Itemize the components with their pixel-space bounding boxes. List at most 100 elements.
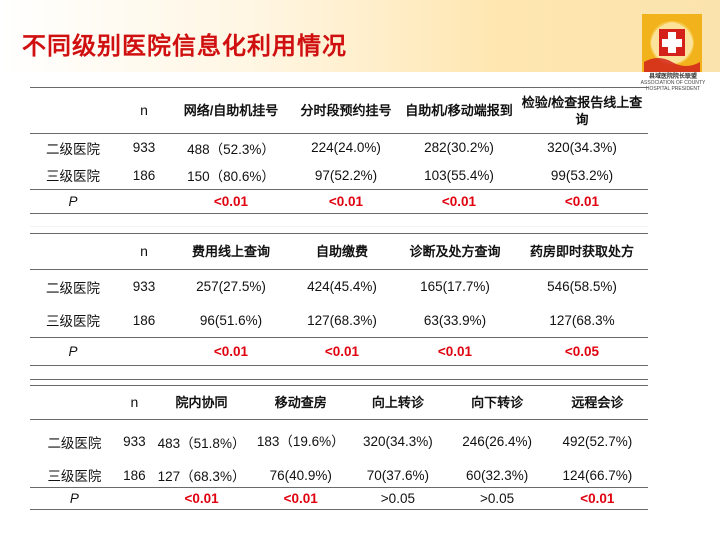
header-cell-col3: 诊断及处方查询 [409,244,501,259]
p-label: P [68,194,78,209]
cell: 933 [123,434,146,450]
p-value: <0.01 [564,194,600,209]
table-row: 二级医院 933 257(27.5%) 424(45.4%) 165(17.7%… [30,270,648,304]
table-row: 三级医院 186 127（68.3%） 76(40.9%) 70(37.6%) … [30,464,648,488]
cell: 127(68.3%) [307,312,377,328]
row-label: 二级医院 [46,280,100,296]
p-label: P [69,491,79,506]
header-cell-col1: 院内协同 [175,395,228,410]
table-row: 三级医院 186 96(51.6%) 127(68.3%) 63(33.9%) … [30,304,648,338]
p-value: <0.01 [213,194,249,209]
header-cell-col4: 检验/检查报告线上查询 [521,94,643,127]
logo-name-en-1: ASSOCIATION OF COUNTY [640,80,706,86]
header-cell-blank [30,386,119,420]
p-value: <0.01 [328,194,364,209]
row-label: 三级医院 [47,469,102,485]
p-value: >0.05 [380,491,415,506]
header-cell-col4: 向下转诊 [471,395,524,410]
header-cell-col2: 自助缴费 [315,244,368,259]
header-cell-blank [30,88,116,134]
logo-name-cn: 县域医院院长联盟 [648,74,697,80]
cell [119,488,150,510]
logo-name-en-2: HOSPITAL PRESIDENT [645,86,701,92]
cell: 424(45.4%) [307,279,377,295]
p-value: <0.01 [324,344,360,359]
cell: 103(55.4%) [424,167,494,183]
cell: 492(52.7%) [562,434,633,450]
cell: 63(33.9%) [423,312,487,328]
header-cell-col2: 分时段预约挂号 [300,103,392,118]
header-cell-n: n [130,394,139,410]
p-value: <0.01 [184,491,219,506]
cell [116,338,172,366]
header-cell-col1: 网络/自助机挂号 [183,103,279,118]
cell: 70(37.6%) [366,467,430,483]
p-value: <0.05 [564,344,600,359]
p-value: <0.01 [437,344,473,359]
cell: 933 [132,140,156,156]
header-cell-col3: 自助机/移动端报到 [405,103,513,118]
cell: 186 [132,167,156,183]
p-value: <0.01 [580,491,615,506]
table-3: n 院内协同 移动查房 向上转诊 向下转诊 远程会诊 二级医院 933 483（… [30,385,648,510]
cell: 224(24.0%) [311,140,381,156]
p-value: >0.05 [480,491,515,506]
table-divider [30,226,648,227]
table-row: 二级医院 933 488（52.3%） 224(24.0%) 282(30.2%… [30,134,648,162]
header-cell-col2: 移动查房 [274,395,327,410]
table-1: n 网络/自助机挂号 分时段预约挂号 自助机/移动端报到 检验/检查报告线上查询… [30,87,648,214]
cell: 150（80.6%） [187,169,275,185]
p-value: <0.01 [283,491,318,506]
p-value: <0.01 [213,344,249,359]
p-value-row: P <0.01 <0.01 <0.01 <0.01 [30,189,648,214]
cell: 127(68.3% [549,312,615,328]
row-label: 三级医院 [46,169,100,185]
cell: 483（51.8%） [157,435,246,451]
cell: 97(52.2%) [314,167,378,183]
table-header-row: n 院内协同 移动查房 向上转诊 向下转诊 远程会诊 [30,385,648,420]
cell: 186 [132,312,156,328]
header-cell-col5: 远程会诊 [571,395,624,410]
header-cell-n: n [140,243,148,259]
cell: 127（68.3%） [157,469,246,485]
table-row: 二级医院 933 483（51.8%） 183（19.6%） 320(34.3%… [30,420,648,464]
p-value: <0.01 [441,194,477,209]
cell: 165(17.7%) [420,279,490,295]
p-label: P [68,344,78,359]
row-label: 三级医院 [46,314,100,330]
row-label: 二级医院 [47,435,102,451]
table-row: 三级医院 186 150（80.6%） 97(52.2%) 103(55.4%)… [30,162,648,190]
header-cell-blank [30,234,116,270]
cell: 320(34.3%) [547,140,617,156]
table-header-row: n 费用线上查询 自助缴费 诊断及处方查询 药房即时获取处方 [30,233,648,270]
page-title: 不同级别医院信息化利用情况 [22,33,347,60]
cell: 60(32.3%) [465,467,529,483]
cell: 186 [123,467,146,483]
cell [116,190,172,214]
header-cell-n: n [140,102,148,118]
cell: 282(30.2%) [424,140,494,156]
cell: 488（52.3%） [187,141,275,157]
header-cell-col1: 费用线上查询 [191,244,270,259]
p-value-row: P <0.01 <0.01 <0.01 <0.05 [30,337,648,366]
cell: 99(53.2%) [550,167,614,183]
table-header-row: n 网络/自助机挂号 分时段预约挂号 自助机/移动端报到 检验/检查报告线上查询 [30,87,648,134]
p-value-row: P <0.01 <0.01 >0.05 >0.05 <0.01 [30,487,648,510]
association-logo-icon [642,14,702,72]
row-label: 二级医院 [46,141,100,157]
header-cell-col4: 药房即时获取处方 [529,244,634,259]
cell: 246(26.4%) [462,434,532,450]
cell: 320(34.3%) [362,434,433,450]
cell: 257(27.5%) [196,279,266,295]
cell: 124(66.7%) [562,467,633,483]
table-2: n 费用线上查询 自助缴费 诊断及处方查询 药房即时获取处方 二级医院 933 … [30,233,648,366]
cell: 76(40.9%) [269,467,332,483]
logo-caption: 县域医院院长联盟 ASSOCIATION OF COUNTY HOSPITAL … [638,74,708,92]
header-band [0,0,720,72]
table-divider [30,379,648,380]
cell: 96(51.6%) [199,312,263,328]
cell: 546(58.5%) [547,279,617,295]
header-cell-col3: 向上转诊 [371,395,424,410]
cell: 183（19.6%） [256,433,345,449]
cell: 933 [132,279,156,295]
